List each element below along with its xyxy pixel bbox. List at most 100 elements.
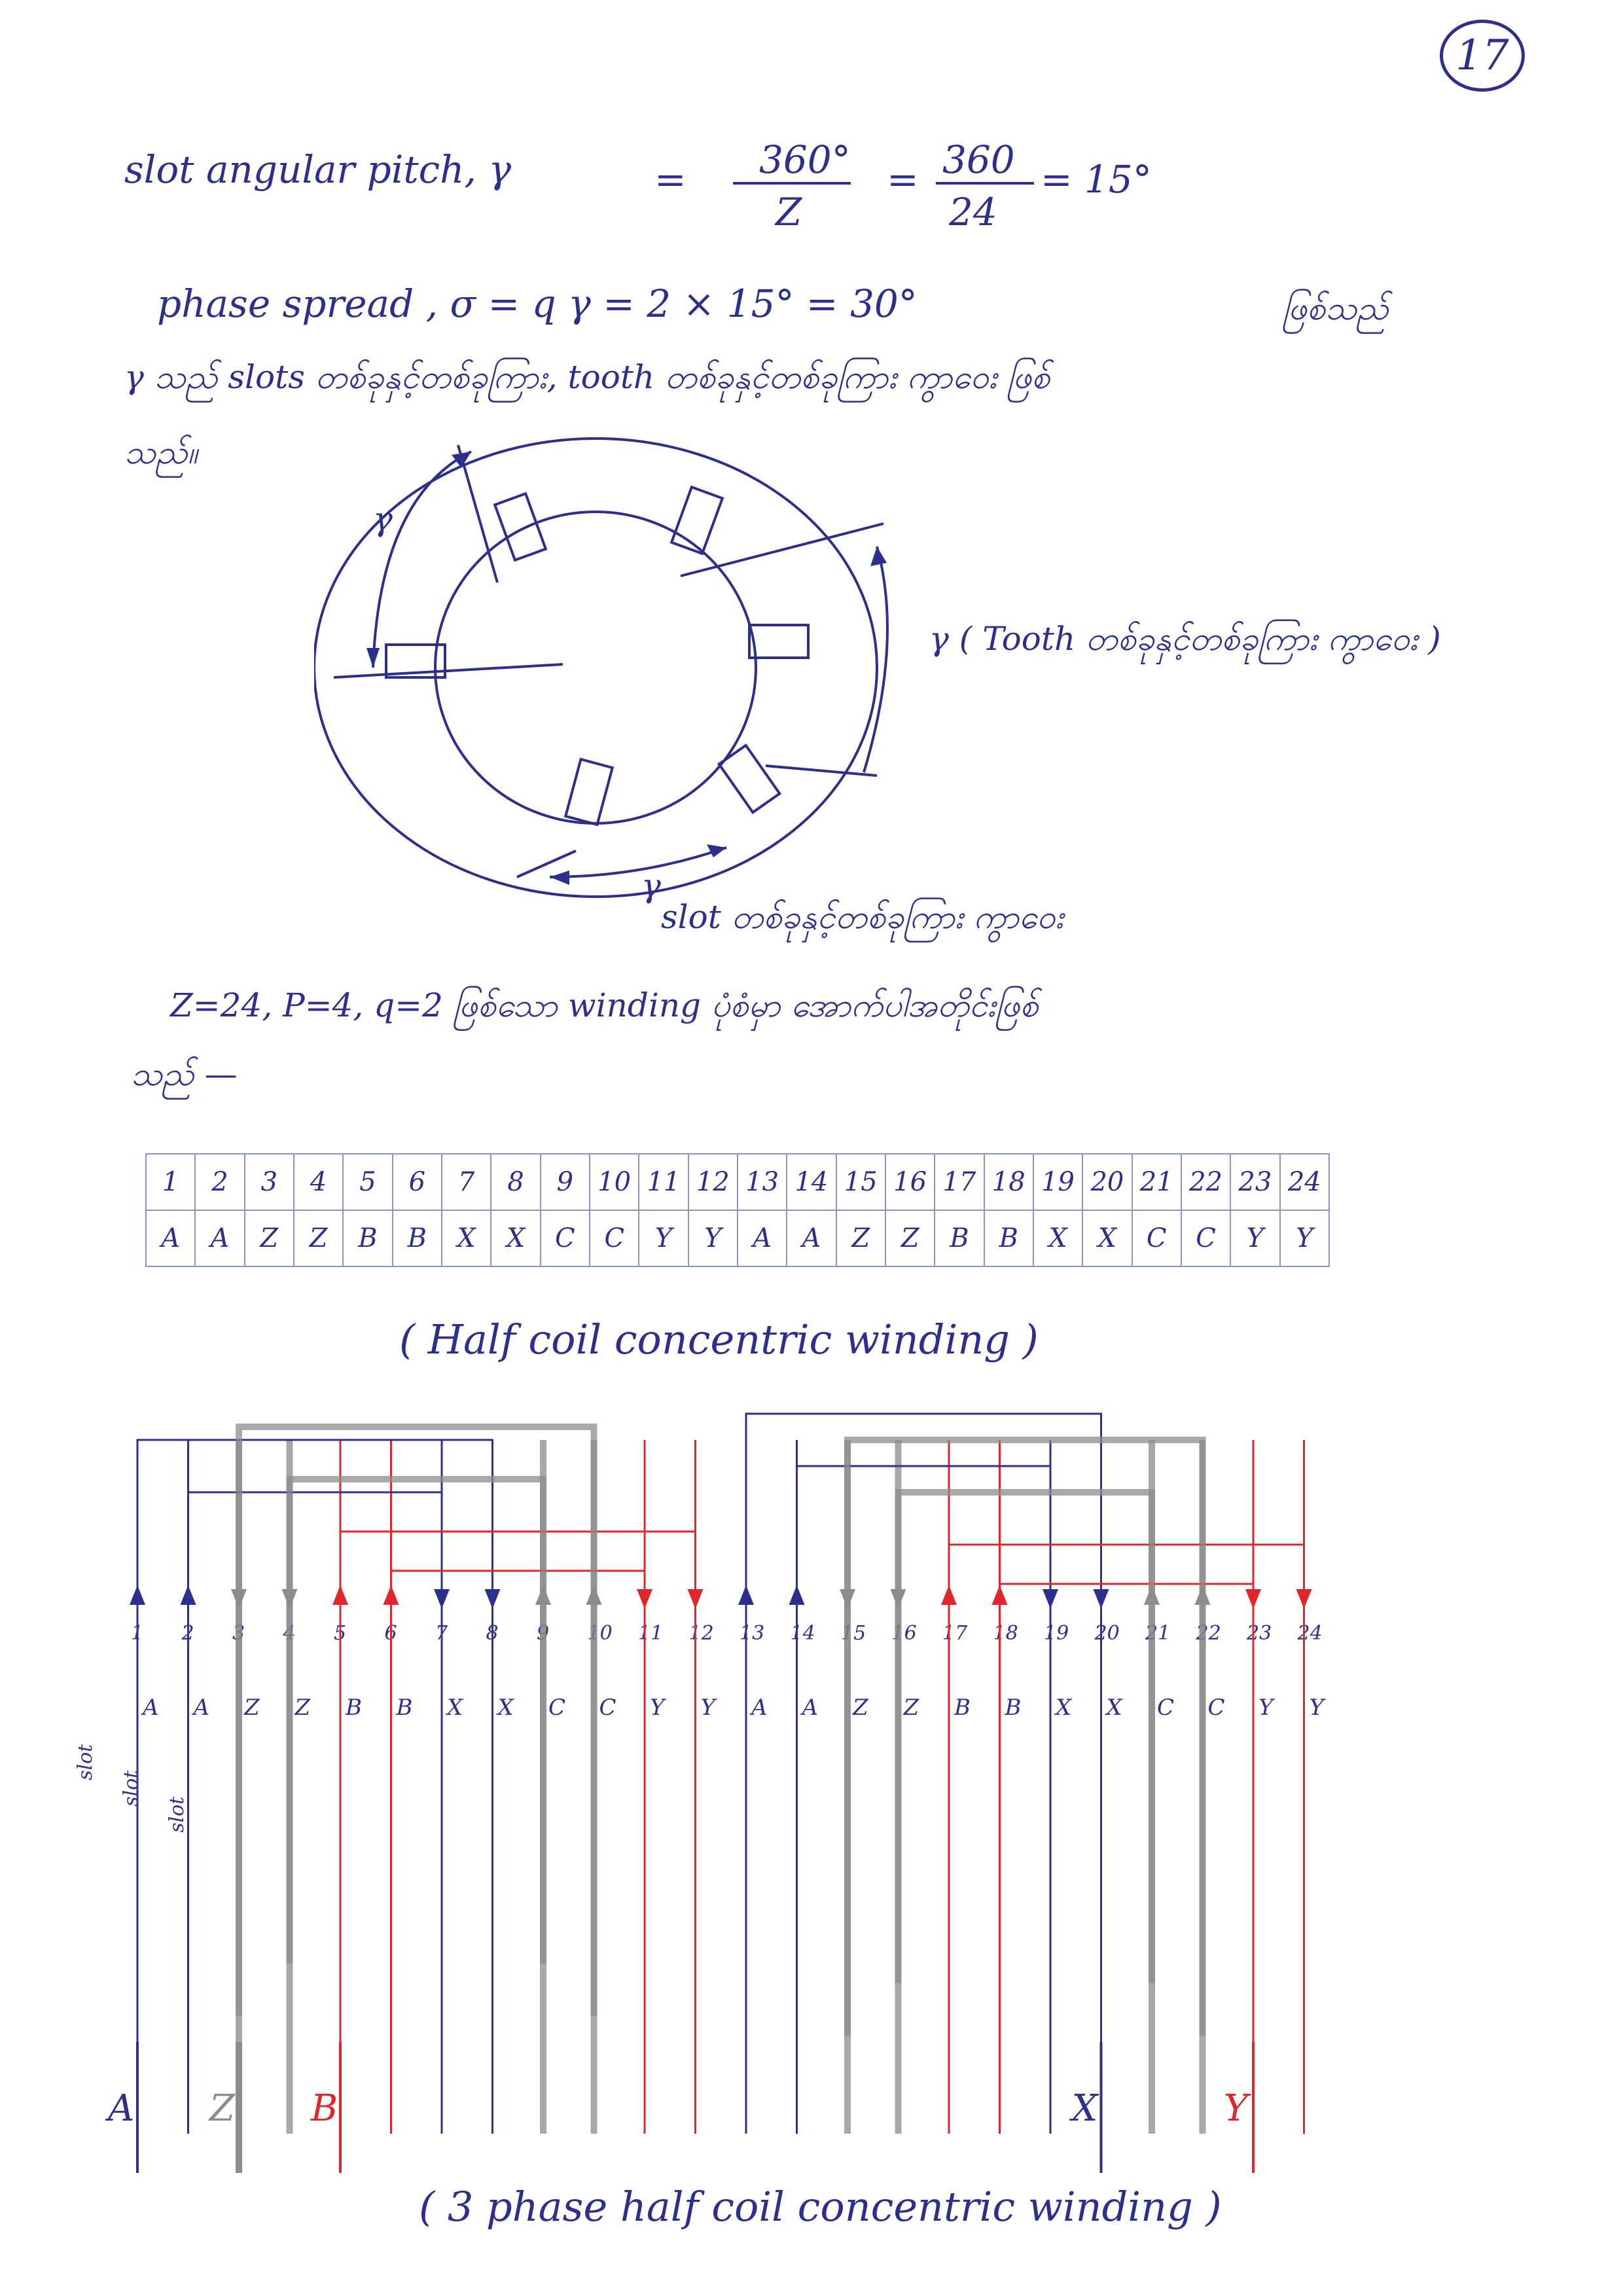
table-cell-slot: 6 bbox=[391, 1153, 442, 1211]
formula-phase-spread-burmese: ဖြစ်သည် bbox=[1283, 289, 1389, 327]
side-slot-label: slot bbox=[166, 1796, 188, 1833]
coil-end-connection bbox=[745, 1412, 1102, 1990]
table-cell-slot: 19 bbox=[1032, 1153, 1084, 1211]
table-cell-slot: 12 bbox=[687, 1153, 738, 1211]
table-cell-slot: 5 bbox=[342, 1153, 393, 1211]
coil-end-connection bbox=[796, 1465, 1052, 1944]
table-cell-phase: X bbox=[490, 1210, 541, 1267]
table-cell-phase: Y bbox=[1279, 1210, 1330, 1267]
table-cell-slot: 22 bbox=[1180, 1153, 1232, 1211]
table-cell-phase: Z bbox=[243, 1210, 294, 1267]
table-cell-phase: B bbox=[391, 1210, 442, 1267]
slot-caption: slot တစ်ခုနှင့်တစ်ခုကြား ကွာဝေး bbox=[661, 898, 1064, 936]
table-cell-slot: 10 bbox=[588, 1153, 640, 1211]
phase-label: C bbox=[599, 1695, 616, 1721]
fraction-bar bbox=[733, 182, 851, 185]
table-cell-slot: 2 bbox=[194, 1153, 245, 1211]
text-line: သည် — bbox=[131, 1055, 238, 1093]
formula-phase-spread: phase spread , σ = q γ = 2 × 15° = 30° bbox=[157, 281, 918, 326]
slot-shape bbox=[493, 492, 548, 562]
table-cell-slot: 16 bbox=[884, 1153, 936, 1211]
phase-label: Y bbox=[1310, 1695, 1327, 1721]
phase-label: Y bbox=[701, 1695, 718, 1721]
phase-label: C bbox=[548, 1695, 565, 1721]
coil-end-connection bbox=[999, 1583, 1255, 1872]
formula-den-1: Z bbox=[776, 190, 802, 234]
terminal-label: X bbox=[1069, 2087, 1099, 2130]
pitch-line bbox=[333, 663, 563, 679]
gamma-arc bbox=[372, 450, 472, 668]
slot-shape bbox=[563, 757, 615, 827]
phase-label: B bbox=[345, 1695, 362, 1721]
table-cell-phase: Z bbox=[293, 1210, 344, 1267]
terminal-label: A bbox=[105, 2087, 134, 2130]
caption-half-coil: ( Half coil concentric winding ) bbox=[399, 1316, 1039, 1363]
slot-number: 20 bbox=[1094, 1622, 1120, 1645]
phase-label: A bbox=[749, 1695, 768, 1721]
formula-num-2: 360 bbox=[942, 137, 1015, 182]
table-cell-phase: A bbox=[786, 1210, 837, 1267]
stator-outer-circle bbox=[314, 437, 878, 898]
caption-3-phase: ( 3 phase half coil concentric winding ) bbox=[419, 2183, 1222, 2231]
formula-eq-2: = bbox=[887, 157, 919, 202]
slot-number: 12 bbox=[689, 1622, 714, 1645]
table-cell-slot: 15 bbox=[835, 1153, 886, 1211]
table-cell-slot: 1 bbox=[145, 1153, 196, 1211]
table-cell-slot: 9 bbox=[539, 1153, 590, 1211]
phase-label: C bbox=[1157, 1695, 1174, 1721]
table-cell-phase: B bbox=[934, 1210, 985, 1267]
table-cell-slot: 14 bbox=[786, 1153, 837, 1211]
phase-label: X bbox=[445, 1695, 464, 1721]
table-cell-slot: 3 bbox=[243, 1153, 294, 1211]
terminal-label: B bbox=[310, 2087, 338, 2130]
coil-end-connection bbox=[236, 1424, 597, 2016]
slot-number: 24 bbox=[1297, 1622, 1323, 1645]
formula-num-1: 360° bbox=[759, 137, 851, 182]
text-line: Z=24, P=4, q=2 ဖြစ်သော winding ပုံစံမှာ … bbox=[170, 986, 1039, 1024]
table-cell-slot: 8 bbox=[490, 1153, 541, 1211]
formula-result: = 15° bbox=[1041, 157, 1152, 202]
slot-shape bbox=[385, 643, 446, 679]
table-cell-phase: X bbox=[440, 1210, 492, 1267]
phase-label: A bbox=[192, 1695, 210, 1721]
slot-shape bbox=[669, 485, 724, 556]
gamma-label: γ bbox=[641, 867, 661, 905]
table-cell-slot: 17 bbox=[934, 1153, 985, 1211]
coil-end-connection bbox=[136, 1439, 493, 1977]
table-cell-slot: 23 bbox=[1230, 1153, 1281, 1211]
phase-label: Y bbox=[650, 1695, 667, 1721]
phase-label: A bbox=[800, 1695, 819, 1721]
text-line: သည်။ bbox=[124, 433, 198, 471]
terminal-label: Y bbox=[1224, 2087, 1251, 2130]
phase-label: Z bbox=[294, 1695, 312, 1721]
coil-end-connection bbox=[844, 1437, 1206, 2036]
slot-phase-table: 1 2 3 4 5 6 7 8 9 10 11 12 13 14 15 16 17 18 19 20 21 22 23 24 … bbox=[145, 1153, 1330, 1267]
table-cell-slot: 21 bbox=[1131, 1153, 1182, 1211]
phase-label: A bbox=[141, 1695, 159, 1721]
phase-label: Y bbox=[1258, 1695, 1275, 1721]
stator-slot-diagram: γ γ bbox=[314, 437, 889, 905]
table-cell-phase: A bbox=[145, 1210, 196, 1267]
phase-label: B bbox=[954, 1695, 971, 1721]
table-cell-phase: Y bbox=[638, 1210, 689, 1267]
table-cell-phase: A bbox=[736, 1210, 788, 1267]
slot-number: 14 bbox=[791, 1622, 815, 1645]
phase-label: X bbox=[496, 1695, 515, 1721]
slot-number: 13 bbox=[740, 1622, 764, 1645]
table-cell-slot: 18 bbox=[983, 1153, 1034, 1211]
pitch-line bbox=[516, 850, 577, 878]
table-cell-slot: 11 bbox=[638, 1153, 689, 1211]
side-slot-label: slot bbox=[120, 1770, 143, 1806]
phase-label: Z bbox=[903, 1695, 920, 1721]
gamma-arc bbox=[549, 846, 727, 878]
table-cell-phase: B bbox=[983, 1210, 1034, 1267]
table-cell-phase: C bbox=[539, 1210, 590, 1267]
table-cell-slot: 4 bbox=[293, 1153, 344, 1211]
table-cell-phase: Y bbox=[1230, 1210, 1281, 1267]
phase-label: X bbox=[1105, 1695, 1124, 1721]
pitch-line bbox=[457, 444, 499, 583]
slot-number: 11 bbox=[638, 1622, 663, 1645]
phase-label: C bbox=[1208, 1695, 1225, 1721]
table-row-slots: 1 2 3 4 5 6 7 8 9 10 11 12 13 14 15 16 17 18 19 20 21 22 23 24 bbox=[145, 1153, 1330, 1211]
table-cell-slot: 7 bbox=[440, 1153, 492, 1211]
